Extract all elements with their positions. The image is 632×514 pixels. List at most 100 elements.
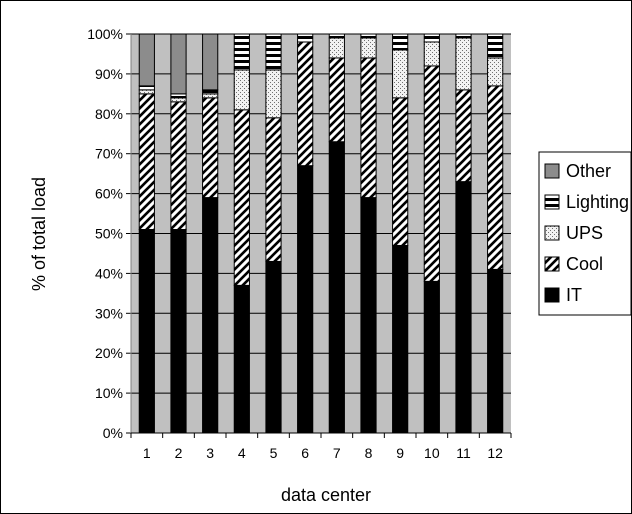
legend-item-ups: UPS	[544, 223, 603, 243]
gridlines	[131, 33, 511, 434]
bar-lighting-7	[328, 33, 345, 39]
y-tick-label: 50%	[95, 226, 123, 242]
legend-swatch	[544, 194, 560, 210]
bar-stack-9	[392, 33, 409, 434]
bar-stack-10	[423, 33, 440, 434]
bar-it-2	[170, 229, 187, 434]
bar-cool-4	[233, 109, 250, 286]
y-axis-title: % of total load	[29, 177, 49, 291]
bar-stack-2	[170, 33, 187, 434]
y-tick-label: 0%	[103, 425, 123, 441]
axes	[126, 33, 512, 438]
bar-ups-1	[138, 89, 155, 95]
bar-stack-6	[297, 33, 314, 434]
legend-item-cool: Cool	[544, 254, 603, 274]
x-tick-label: 1	[143, 445, 151, 461]
legend-label: Lighting	[566, 192, 629, 212]
bar-cool-2	[170, 101, 187, 231]
bar-cool-12	[487, 85, 504, 270]
bar-ups-9	[392, 49, 409, 99]
x-tick-label: 12	[487, 445, 503, 461]
legend-label: Other	[566, 161, 611, 181]
bar-stack-1	[138, 33, 155, 434]
bar-lighting-4	[233, 33, 250, 71]
legend-item-it: IT	[544, 285, 582, 305]
y-tick-label: 40%	[95, 265, 123, 281]
bar-it-8	[360, 197, 377, 434]
bar-stack-5	[265, 33, 282, 434]
y-tick-label: 100%	[87, 26, 123, 42]
bar-lighting-11	[455, 33, 472, 39]
bar-ups-12	[487, 57, 504, 87]
legend: Other Lighting UPS Cool IT	[538, 151, 632, 316]
bar-lighting-2	[170, 93, 187, 99]
bar-it-7	[328, 141, 345, 434]
bar-lighting-10	[423, 33, 440, 43]
y-tick-label: 70%	[95, 146, 123, 162]
bar-stack-8	[360, 33, 377, 434]
bar-it-12	[487, 268, 504, 434]
bar-ups-3	[202, 93, 219, 99]
bar-ups-10	[423, 41, 440, 67]
bar-it-11	[455, 181, 472, 434]
bar-lighting-8	[360, 33, 377, 39]
bar-it-6	[297, 165, 314, 434]
x-tick-label: 10	[424, 445, 440, 461]
bar-cool-7	[328, 57, 345, 143]
x-tick-label: 3	[206, 445, 214, 461]
bar-lighting-9	[392, 33, 409, 51]
bar-ups-5	[265, 69, 282, 119]
legend-label: UPS	[566, 223, 603, 243]
y-tick-label: 20%	[95, 345, 123, 361]
bar-cool-9	[392, 97, 409, 246]
x-tick-label: 9	[396, 445, 404, 461]
legend-item-other: Other	[544, 161, 611, 181]
bar-lighting-5	[265, 33, 282, 71]
legend-item-lighting: Lighting	[544, 192, 629, 212]
y-tick-label: 10%	[95, 385, 123, 401]
bar-cool-8	[360, 57, 377, 199]
bar-other-1	[138, 33, 155, 87]
bar-it-10	[423, 280, 440, 434]
y-tick-label: 90%	[95, 66, 123, 82]
x-tick-label: 7	[333, 445, 341, 461]
legend-swatch	[544, 256, 560, 272]
y-tick-label: 30%	[95, 305, 123, 321]
bars	[138, 33, 504, 434]
x-tick-label: 11	[456, 445, 471, 461]
x-tick-label: 2	[175, 445, 183, 461]
bar-cool-6	[297, 41, 314, 167]
y-tick-label: 60%	[95, 186, 123, 202]
bar-other-2	[170, 33, 187, 95]
x-tick-label: 8	[365, 445, 373, 461]
legend-label: IT	[566, 285, 582, 305]
bar-cool-3	[202, 97, 219, 199]
legend-swatch	[544, 163, 560, 179]
bar-it-3	[202, 197, 219, 434]
bar-lighting-1	[138, 85, 155, 91]
bar-stack-4	[233, 33, 250, 434]
bar-stack-11	[455, 33, 472, 434]
x-tick-label: 5	[270, 445, 278, 461]
bar-it-5	[265, 260, 282, 434]
x-axis-title: data center	[281, 485, 371, 505]
legend-swatch	[544, 287, 560, 303]
bar-cool-11	[455, 89, 472, 183]
x-tick-label: 4	[238, 445, 246, 461]
bar-stack-7	[328, 33, 345, 434]
bar-stack-12	[487, 33, 504, 434]
bar-stack-3	[202, 33, 219, 434]
bar-ups-2	[170, 97, 187, 103]
bar-lighting-3	[202, 89, 219, 95]
bar-lighting-12	[487, 33, 504, 59]
y-tick-label: 80%	[95, 106, 123, 122]
bar-cool-1	[138, 93, 155, 231]
bar-cool-5	[265, 117, 282, 262]
bar-lighting-6	[297, 33, 314, 43]
x-tick-label: 6	[301, 445, 309, 461]
x-tick-labels: 1 2 3 4 5 6 7 8 9 10 11 12	[143, 445, 503, 461]
legend-label: Cool	[566, 254, 603, 274]
bar-ups-11	[455, 37, 472, 91]
